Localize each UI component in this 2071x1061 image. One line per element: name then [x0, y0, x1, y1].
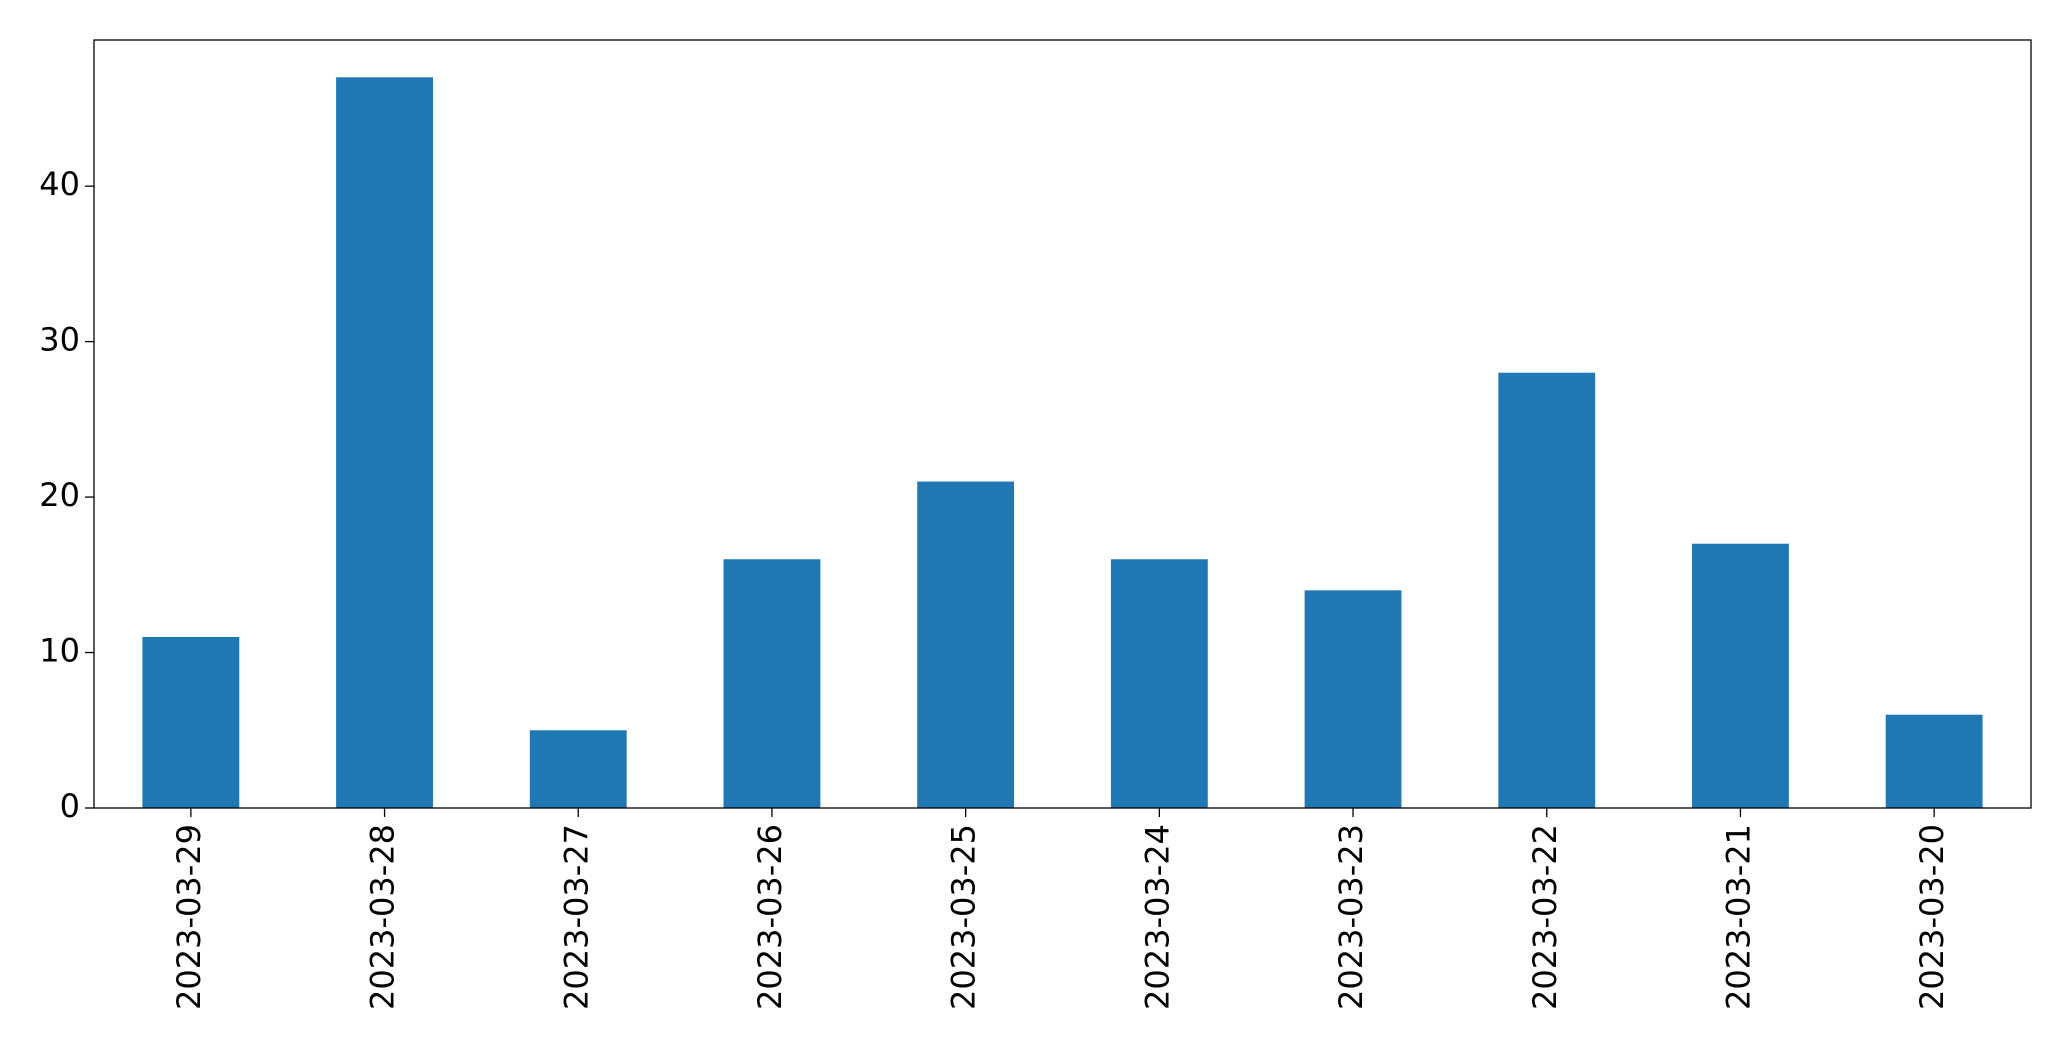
- y-tick-label: 20: [39, 476, 80, 514]
- y-tick-label: 30: [39, 321, 80, 359]
- x-tick-label: 2023-03-27: [557, 824, 595, 1010]
- y-tick-label: 40: [39, 165, 80, 203]
- x-tick-label: 2023-03-20: [1913, 824, 1951, 1010]
- bar: [917, 481, 1015, 808]
- x-tick-label: 2023-03-29: [170, 824, 208, 1010]
- bar: [1498, 372, 1596, 808]
- x-tick-label: 2023-03-24: [1138, 824, 1176, 1010]
- x-tick-label: 2023-03-26: [751, 824, 789, 1010]
- bar: [529, 730, 627, 808]
- bar: [723, 559, 821, 808]
- y-tick-label: 10: [39, 632, 80, 670]
- y-tick-label: 0: [60, 787, 80, 825]
- bar: [1885, 714, 1983, 808]
- x-tick-label: 2023-03-28: [364, 824, 402, 1010]
- x-tick-label: 2023-03-25: [945, 824, 983, 1010]
- bar: [1304, 590, 1402, 808]
- x-tick-label: 2023-03-22: [1526, 824, 1564, 1010]
- x-tick-label: 2023-03-23: [1332, 824, 1370, 1010]
- bar: [142, 636, 240, 808]
- bar: [336, 77, 433, 808]
- bar: [1110, 559, 1208, 808]
- plot-frame: [93, 39, 2032, 809]
- bar: [1692, 543, 1789, 808]
- x-tick-label: 2023-03-21: [1719, 824, 1757, 1010]
